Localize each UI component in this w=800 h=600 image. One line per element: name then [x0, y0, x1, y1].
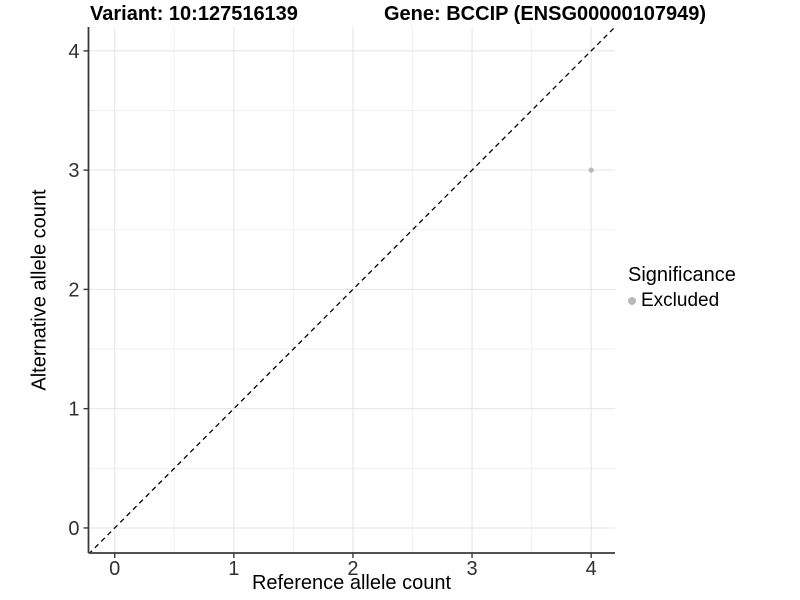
x-tick-label: 4 — [586, 558, 597, 580]
legend-title: Significance — [628, 264, 736, 286]
y-tick-label: 1 — [68, 399, 79, 421]
tick-marks — [83, 50, 592, 558]
legend-entry-excluded: Excluded — [628, 290, 736, 312]
y-tick-label: 4 — [68, 41, 79, 63]
x-axis-title: Reference allele count — [251, 572, 451, 594]
x-tick-label: 3 — [466, 558, 477, 580]
data-point — [588, 167, 594, 173]
y-tick-label: 0 — [68, 518, 79, 540]
tick-labels: 0 1 2 3 4 0 1 2 3 4 — [68, 41, 596, 580]
y-axis-title: Alternative allele count — [28, 189, 51, 391]
grid-minor — [88, 27, 615, 553]
y-tick-label: 2 — [68, 279, 79, 301]
gene-title: Gene: BCCIP (ENSG00000107949) — [384, 3, 707, 25]
legend-point-icon — [628, 297, 636, 305]
y-tick-label: 3 — [68, 160, 79, 182]
x-tick-label: 1 — [228, 558, 239, 580]
variant-title: Variant: 10:127516139 — [90, 3, 298, 25]
legend-entry-label: Excluded — [641, 290, 720, 311]
x-tick-label: 0 — [109, 558, 120, 580]
legend: Significance Excluded — [628, 264, 736, 312]
data-points — [588, 167, 594, 173]
x-tick-label: 2 — [347, 558, 358, 580]
identity-line — [88, 27, 615, 553]
